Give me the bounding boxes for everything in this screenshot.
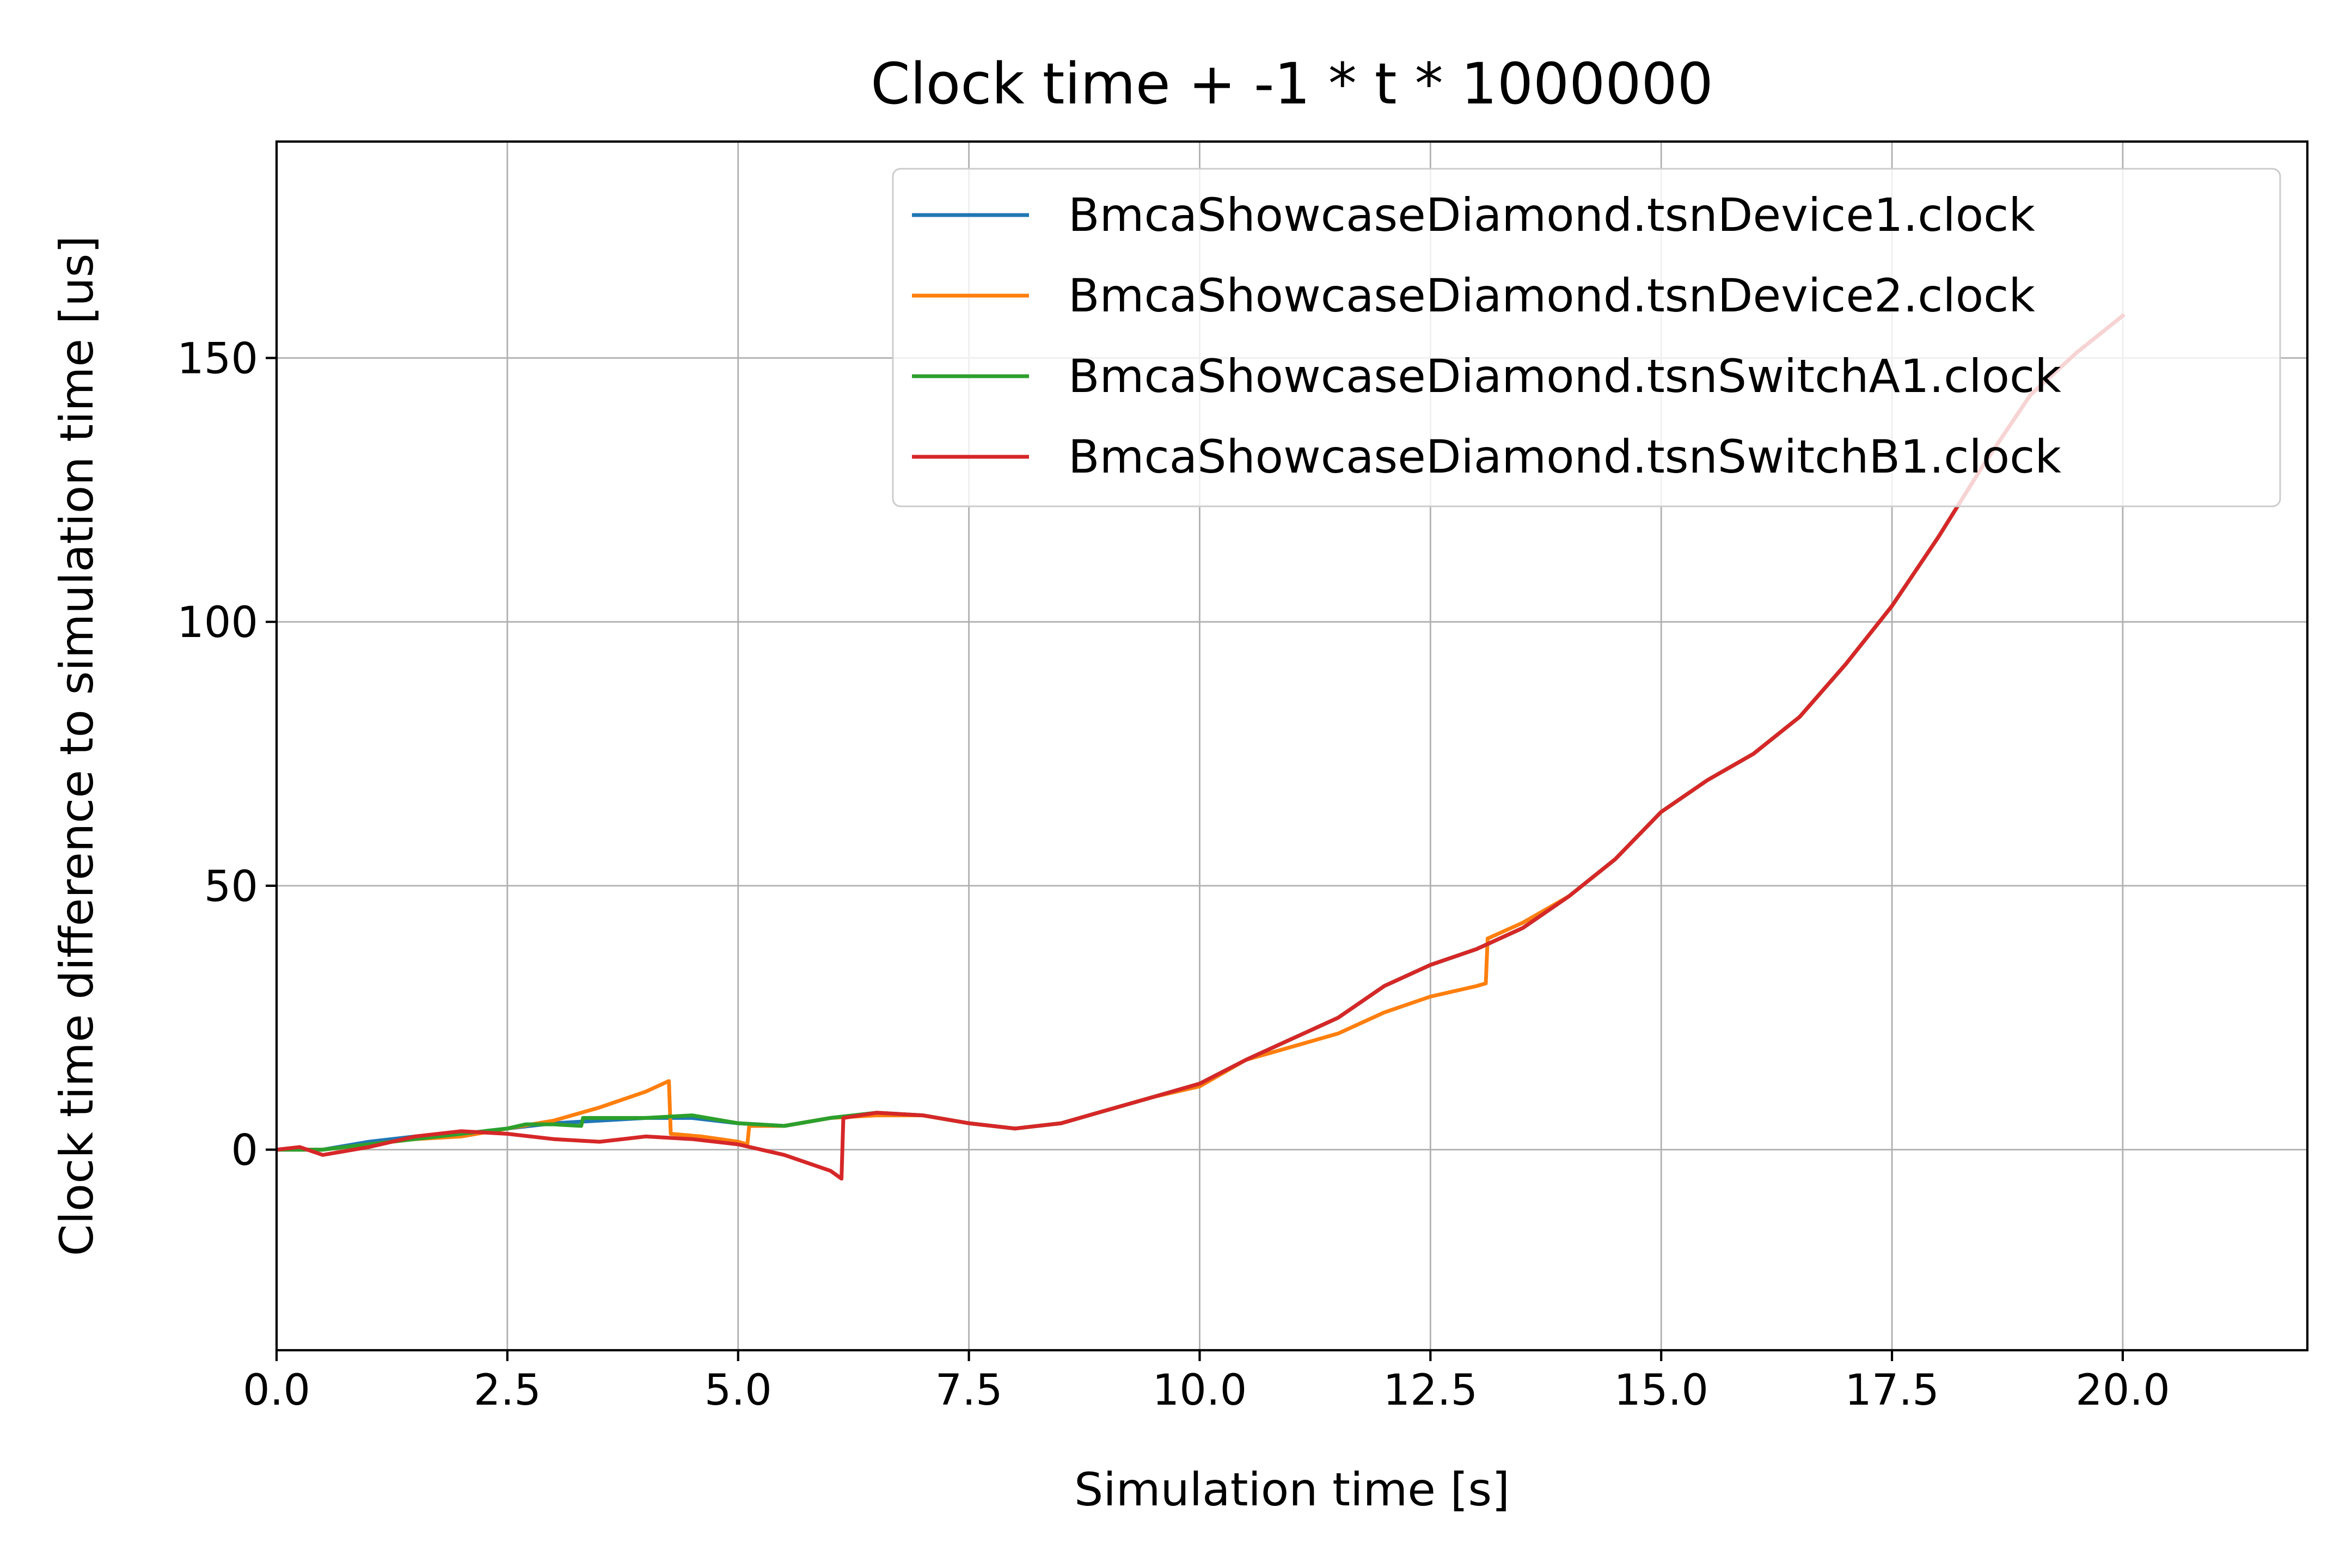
legend-label-3: BmcaShowcaseDiamond.tsnSwitchA1.clock	[1068, 350, 2061, 403]
x-tick-label: 2.5	[474, 1366, 541, 1415]
legend: BmcaShowcaseDiamond.tsnDevice1.clock Bmca…	[892, 168, 2281, 507]
x-axis-title: Simulation time [s]	[1074, 1463, 1510, 1516]
x-tick-label: 17.5	[1845, 1366, 1939, 1415]
legend-label-2: BmcaShowcaseDiamond.tsnDevice2.clock	[1068, 269, 2035, 322]
x-tick-label: 12.5	[1383, 1366, 1478, 1415]
y-tick-label: 100	[177, 598, 258, 647]
x-tick-label: 20.0	[2075, 1366, 2170, 1415]
legend-label-1: BmcaShowcaseDiamond.tsnDevice1.clock	[1068, 188, 2035, 242]
series-line-4	[277, 313, 2126, 1181]
chart-title: Clock time + -1 * t * 1000000	[871, 51, 1713, 117]
y-tick-label: 50	[204, 862, 258, 911]
y-axis-title: Clock time difference to simulation time…	[50, 236, 103, 1256]
x-tick-label: 0.0	[243, 1366, 310, 1415]
x-tick-label: 15.0	[1614, 1366, 1708, 1415]
axis-ticks: 0.0 2.5 5.0 7.5 10.0 12.5 15.0 17.5 20.0 0 50 100 15…	[177, 334, 2170, 1415]
y-tick-label: 0	[231, 1126, 258, 1175]
plot-area-frame	[275, 140, 2309, 1352]
legend-label-4: BmcaShowcaseDiamond.tsnSwitchB1.clock	[1068, 430, 2061, 483]
x-tick-label: 7.5	[935, 1366, 1003, 1415]
legend-box	[892, 168, 2281, 507]
x-tick-label: 10.0	[1153, 1366, 1247, 1415]
x-tick-label: 5.0	[705, 1366, 772, 1415]
series-group	[277, 313, 2126, 1181]
y-tick-label: 150	[177, 334, 258, 383]
